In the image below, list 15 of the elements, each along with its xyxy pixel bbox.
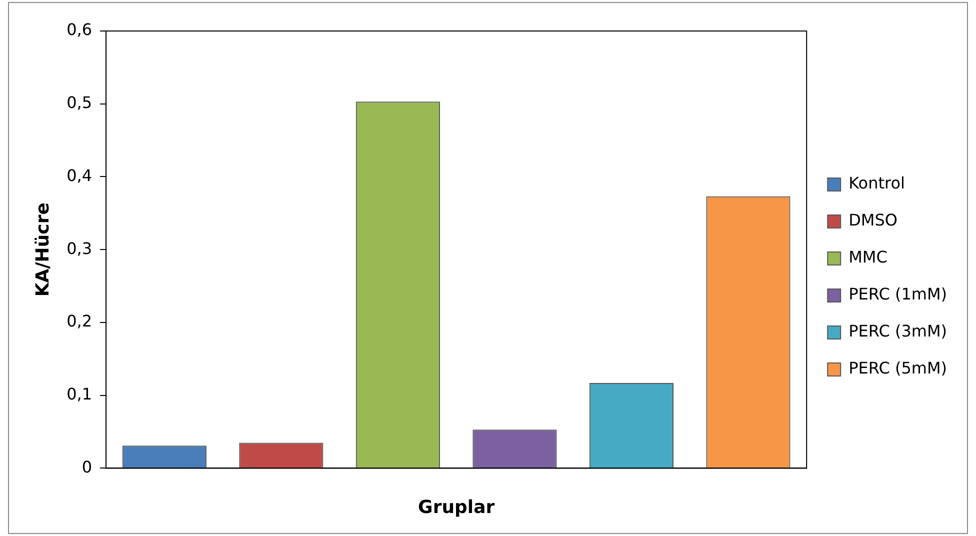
y-tick-label: 0,4 [66,166,92,185]
x-axis-title: Gruplar [418,496,495,518]
y-tick-label: 0,1 [66,384,92,404]
legend-label: DMSO [848,210,898,230]
legend-label: PERC (3mM) [848,322,947,341]
y-tick-label: 0,6 [66,20,92,40]
y-tick-label: 0,5 [66,93,92,112]
y-tick-label: 0 [82,457,92,476]
y-tick-label: 0,2 [66,312,92,331]
legend-label: MMC [848,248,888,267]
y-tick-label: 0,3 [66,238,92,258]
legend-label: PERC (5mM) [848,358,947,378]
legend-label: PERC (1mM) [848,284,947,304]
legend-label: Kontrol [848,174,905,193]
y-axis-title: KA/Hücre [32,202,54,297]
